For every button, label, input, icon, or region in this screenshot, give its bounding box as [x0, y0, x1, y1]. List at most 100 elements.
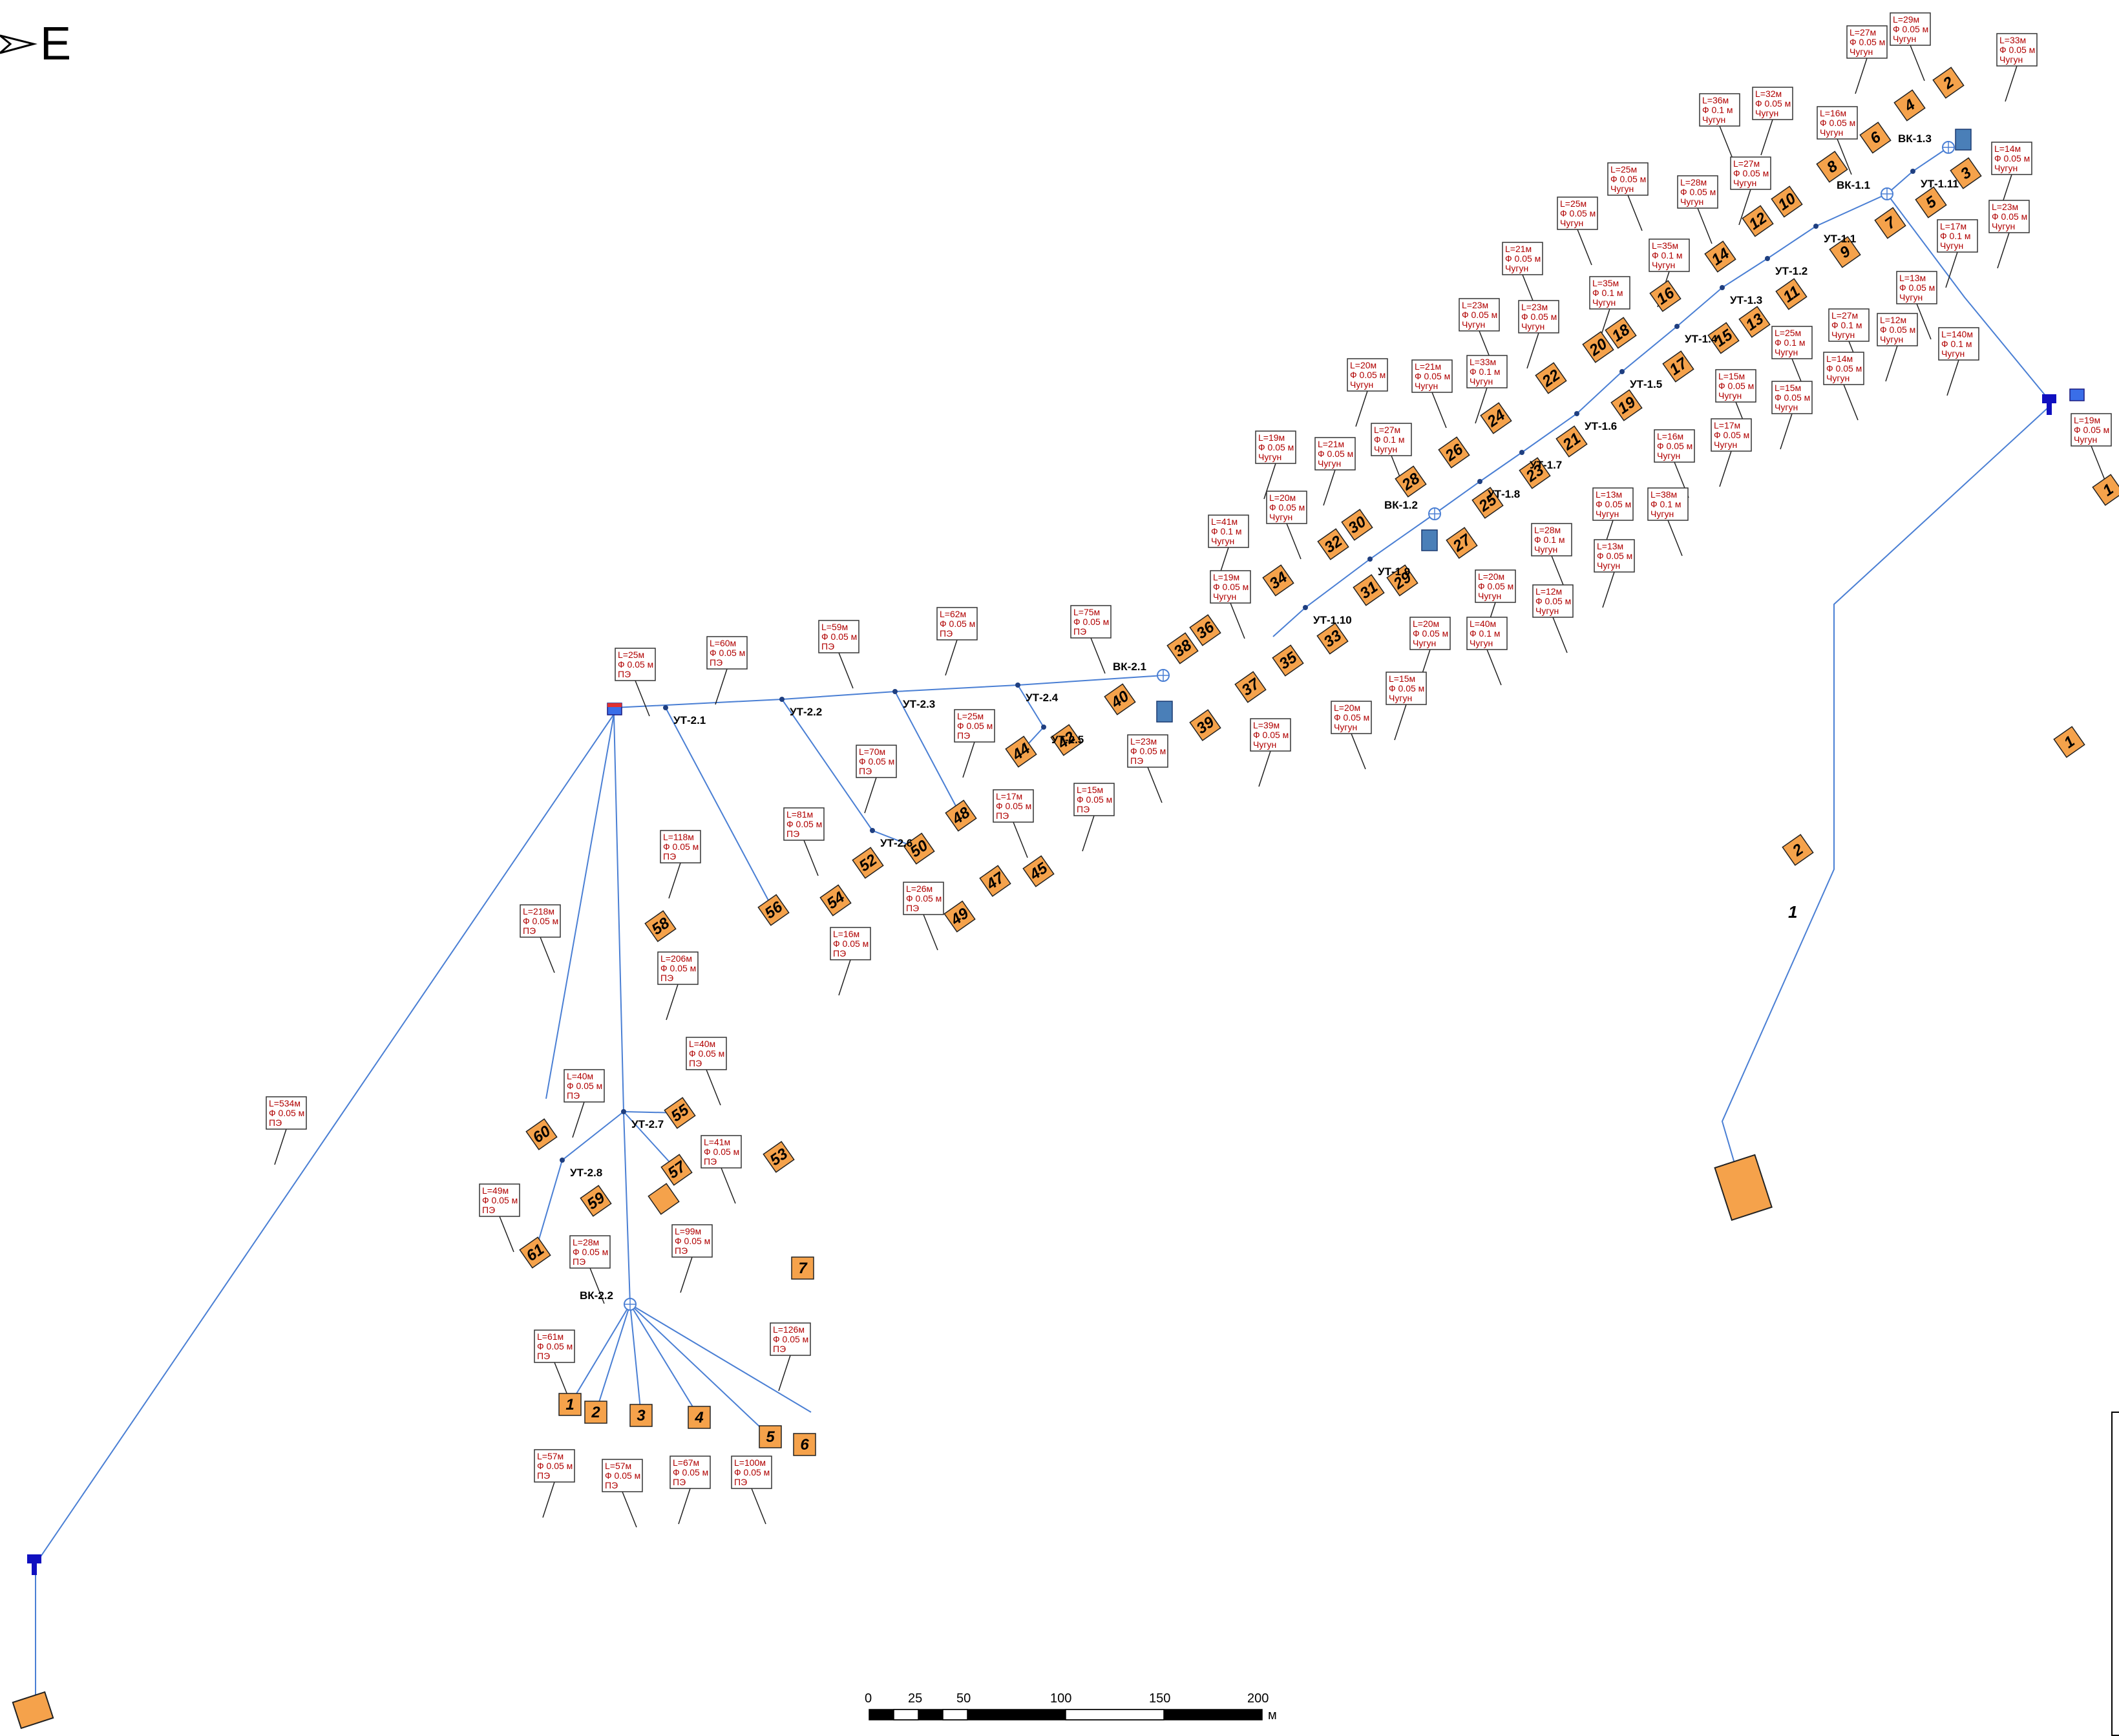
building-number: 47: [983, 869, 1009, 894]
leader-line: [1258, 750, 1271, 787]
scale-tick: 100: [1050, 1691, 1071, 1706]
pipe-label-line: Ф 0.05 м: [1755, 98, 1791, 109]
building-number: 21: [1559, 430, 1584, 454]
building: 48: [945, 799, 977, 832]
pipe-label-line: ПЭ: [1077, 804, 1090, 814]
extra-labels-layer: 1: [1788, 902, 1797, 922]
well-label: ВК-2.1: [1113, 661, 1146, 673]
junction-label: УТ-2.2: [790, 706, 822, 718]
junction-label: УТ-1.3: [1730, 294, 1762, 306]
building: 10: [1771, 185, 1803, 218]
building: 33: [1316, 622, 1349, 655]
pipe-label-line: L=21м: [1318, 439, 1344, 449]
pipe-label-line: Ф 0.05 м: [833, 938, 869, 949]
building-number: 36: [1194, 618, 1218, 642]
pipe-label-line: ПЭ: [704, 1156, 717, 1167]
building: 4: [1893, 89, 1926, 122]
junction-dot-icon: [560, 1158, 565, 1163]
junction-node: УТ-1.5: [1619, 369, 1662, 390]
building: 24: [1480, 402, 1512, 434]
building: 6: [793, 1433, 816, 1456]
pipe-label-line: Чугун: [1994, 163, 2018, 173]
pipe-label-line: L=81м: [786, 809, 813, 820]
pipe-label-line: L=40м: [689, 1039, 715, 1049]
building-number: 16: [1654, 284, 1678, 308]
junction-dot-icon: [1519, 450, 1524, 455]
leader-line: [2005, 65, 2018, 102]
building-large: [1714, 1154, 1773, 1222]
north-label: E: [40, 18, 71, 70]
building-number: 37: [1239, 675, 1264, 699]
building-number: 5: [766, 1428, 775, 1446]
pipe-label-line: Ф 0.05 м: [618, 659, 653, 670]
pipe-label-line: Чугун: [1733, 178, 1756, 188]
pipe-label-line: L=23м: [1521, 302, 1548, 312]
leader-lines: [274, 45, 2106, 1528]
leader-line: [751, 1488, 766, 1525]
pipe-label-line: L=23м: [1462, 300, 1488, 310]
pipe-label-line: L=41м: [704, 1137, 730, 1147]
hydrant-icon: [27, 1554, 41, 1575]
building: 37: [1234, 671, 1267, 703]
leader-line: [778, 1355, 791, 1392]
pipe-label-line: ПЭ: [567, 1090, 580, 1101]
pipe-label-line: Чугун: [1597, 560, 1620, 571]
pipe-label-line: Ф 0.05 м: [1597, 551, 1632, 561]
junction-dot-icon: [1015, 683, 1020, 688]
junction-dot-icon: [1041, 725, 1046, 730]
leader-line: [1843, 384, 1859, 421]
pipe-label-line: L=35м: [1592, 278, 1619, 288]
junction-label: УТ-1.5: [1630, 378, 1662, 390]
pipe-label-line: L=13м: [1899, 273, 1926, 283]
leader-line: [1667, 520, 1683, 556]
pipe-label-line: Ф 0.05 м: [786, 819, 822, 829]
building: 25: [1471, 487, 1504, 519]
pipe-label-line: L=126м: [773, 1324, 805, 1335]
pipe-label-line: L=27м: [1850, 27, 1876, 37]
pipe-label-line: ПЭ: [940, 628, 953, 639]
pipe-label-line: L=206м: [660, 953, 692, 964]
leader-line: [1147, 767, 1163, 803]
pipe-label-line: L=29м: [1893, 14, 1919, 25]
leader-line: [1090, 637, 1106, 674]
building: 2: [1932, 67, 1965, 99]
building-number: 45: [1026, 859, 1051, 884]
pipe-label-line: Чугун: [1213, 591, 1236, 602]
pipe-label-line: L=28м: [1680, 177, 1707, 187]
north-arrow: E: [0, 18, 71, 70]
pipe-label-line: Ф 0.1 м: [1940, 231, 1971, 241]
pipe-label-line: Ф 0.05 м: [1413, 628, 1448, 639]
pipe-label-line: Ф 0.05 м: [1994, 153, 2030, 164]
pipe-label-line: Чугун: [1596, 509, 1619, 519]
pipe-label-line: Ф 0.1 м: [1534, 535, 1565, 545]
building: 34: [1262, 564, 1294, 597]
pipe-label-line: Ф 0.1 м: [1702, 105, 1733, 115]
building-number: 7: [798, 1260, 808, 1277]
pipe-label-line: Ф 0.05 м: [663, 842, 699, 852]
pipe-label-line: Чугун: [1470, 638, 1493, 648]
building: 52: [852, 847, 884, 879]
leader-line: [1916, 303, 1932, 340]
scale-tick: 0: [865, 1691, 872, 1706]
pipe-label-line: Ф 0.1 м: [1941, 339, 1972, 349]
hydrant-icon: [2042, 394, 2056, 415]
junction-dot-icon: [1674, 324, 1680, 329]
building: 3: [1950, 157, 1982, 189]
junction-dot-icon: [1574, 411, 1579, 416]
leader-line: [1946, 359, 1959, 396]
pipe-label-line: L=19м: [2074, 415, 2100, 425]
